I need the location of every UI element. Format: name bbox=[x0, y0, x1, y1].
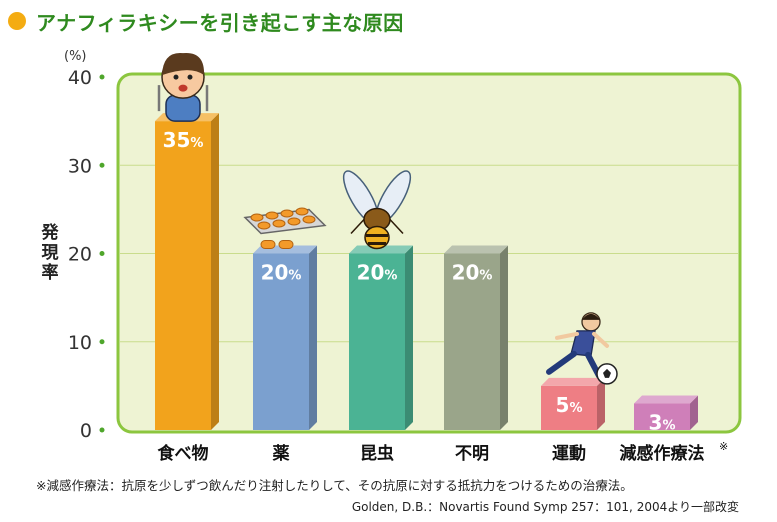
bar-front bbox=[444, 253, 500, 430]
bar-side bbox=[597, 377, 605, 430]
pill bbox=[265, 211, 279, 220]
bar-top bbox=[541, 377, 605, 386]
bar-side bbox=[690, 395, 698, 430]
bar-value-label: 20% bbox=[357, 261, 398, 285]
pill bbox=[250, 213, 264, 222]
y-tick-label: 40 bbox=[68, 67, 92, 89]
leg bbox=[350, 218, 365, 235]
y-tick-label: 20 bbox=[68, 244, 92, 266]
bar-top bbox=[349, 245, 413, 254]
y-axis-label: 発現率 bbox=[41, 222, 60, 283]
x-category-label: 不明 bbox=[455, 444, 489, 464]
x-category-note-mark: ※ bbox=[719, 440, 728, 453]
loose-pill bbox=[278, 240, 294, 249]
bar-side bbox=[309, 245, 317, 430]
child-shirt bbox=[165, 94, 201, 122]
pill bbox=[280, 209, 294, 218]
loose-pill bbox=[260, 240, 276, 249]
pill bbox=[272, 219, 286, 228]
bar-1 bbox=[155, 113, 219, 430]
x-category-label: 食べ物 bbox=[158, 443, 209, 464]
bar-side bbox=[211, 113, 219, 430]
bar-front bbox=[349, 253, 405, 430]
x-category-label: 昆虫 bbox=[360, 443, 394, 464]
x-category-label: 薬 bbox=[273, 444, 290, 464]
y-tick-dot bbox=[99, 251, 105, 256]
bar-5 bbox=[541, 377, 605, 430]
footnote: ※減感作療法：抗原を少しずつ飲んだり注射したりして、その抗原に対する抵抗力をつけ… bbox=[36, 478, 633, 493]
bar-side bbox=[500, 245, 508, 430]
x-category-label: 減感作療法 bbox=[620, 443, 705, 464]
source-citation: Golden, D.B.：Novartis Found Symp 257：101… bbox=[351, 500, 739, 514]
soccer-player-icon bbox=[546, 312, 618, 385]
bar-4 bbox=[444, 245, 508, 430]
player-arm bbox=[592, 331, 609, 348]
pill bbox=[295, 207, 309, 216]
child-hair bbox=[162, 52, 205, 76]
leg bbox=[389, 218, 404, 235]
pill bbox=[257, 221, 271, 230]
player-leg bbox=[546, 350, 577, 375]
x-category-label: 運動 bbox=[552, 443, 586, 464]
y-tick-dot bbox=[99, 162, 105, 168]
pill-pack-icon bbox=[243, 207, 327, 249]
child-eye-right bbox=[187, 74, 193, 80]
bar-value-label: 5% bbox=[556, 393, 583, 417]
player-hair bbox=[582, 313, 600, 320]
bar-top bbox=[444, 245, 508, 254]
ball-patch bbox=[603, 368, 611, 378]
bar-2 bbox=[253, 245, 317, 430]
bar-side bbox=[405, 245, 413, 430]
player-arm bbox=[555, 331, 579, 340]
bar-value-label: 20% bbox=[261, 261, 302, 285]
y-tick-label: 30 bbox=[68, 155, 92, 177]
chart-title: アナフィラキシーを引き起こす主な原因 bbox=[36, 10, 404, 35]
child-eating-icon bbox=[157, 52, 209, 122]
y-tick-dot bbox=[99, 74, 105, 80]
bar-value-label: 35% bbox=[163, 128, 204, 152]
bar-front bbox=[155, 121, 211, 430]
y-tick-label: 10 bbox=[68, 332, 92, 354]
y-tick-label: 0 bbox=[80, 420, 92, 442]
bar-top bbox=[634, 395, 698, 404]
child-mouth bbox=[178, 84, 188, 92]
y-tick-dot bbox=[99, 339, 105, 345]
bar-front bbox=[541, 385, 597, 430]
bar-3 bbox=[349, 245, 413, 430]
pill bbox=[287, 217, 301, 226]
y-tick-dot bbox=[99, 427, 105, 433]
pill bbox=[302, 215, 316, 224]
y-unit-label: (%) bbox=[64, 49, 87, 64]
hornet-icon bbox=[342, 170, 412, 250]
title-bullet-icon bbox=[8, 12, 26, 30]
bar-front bbox=[634, 403, 690, 430]
abdomen bbox=[364, 225, 390, 250]
bar-value-label: 3% bbox=[649, 411, 676, 435]
child-eye-left bbox=[173, 74, 179, 80]
bar-value-label: 20% bbox=[452, 261, 493, 285]
title-row: アナフィラキシーを引き起こす主な原因 bbox=[8, 6, 404, 36]
bar-front bbox=[253, 253, 309, 430]
bar-6 bbox=[634, 395, 698, 430]
